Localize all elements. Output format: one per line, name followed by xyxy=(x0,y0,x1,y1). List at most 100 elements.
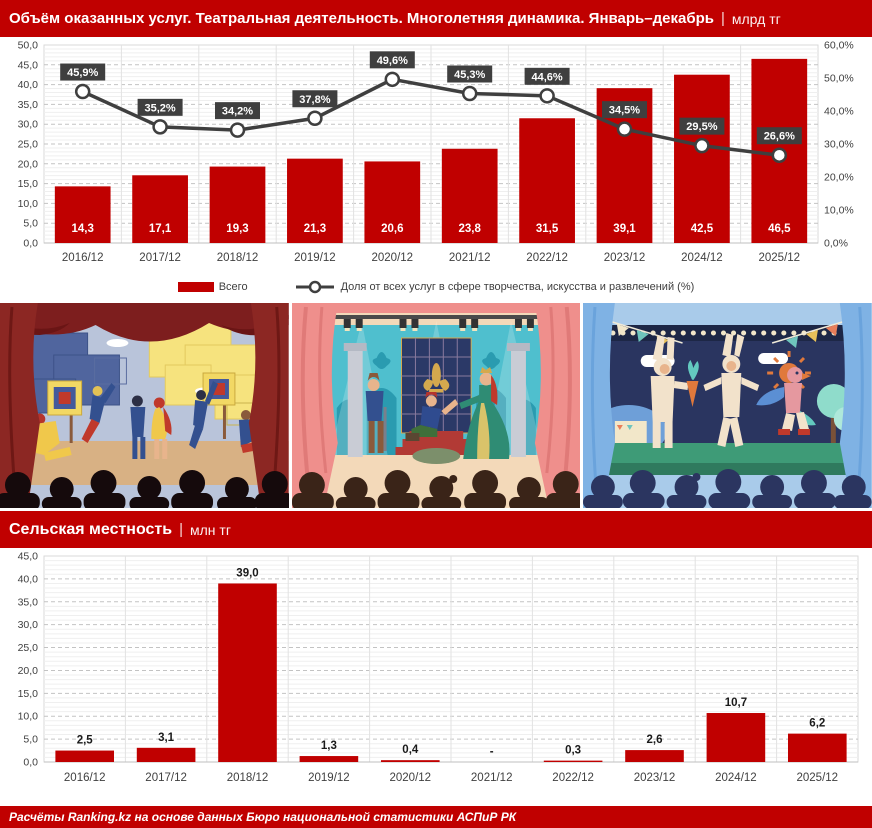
svg-text:35,0: 35,0 xyxy=(18,99,39,111)
section-title-unit: млн тг xyxy=(190,521,231,538)
svg-text:2019/12: 2019/12 xyxy=(308,772,350,784)
svg-text:0,0%: 0,0% xyxy=(824,238,848,250)
svg-text:45,3%: 45,3% xyxy=(454,69,485,81)
svg-text:40,0: 40,0 xyxy=(18,573,39,585)
svg-text:2,5: 2,5 xyxy=(77,735,94,747)
dancers-group xyxy=(34,381,263,461)
svg-text:42,5: 42,5 xyxy=(691,223,714,235)
svg-text:17,1: 17,1 xyxy=(149,223,172,235)
svg-text:15,0: 15,0 xyxy=(18,688,39,700)
svg-text:2021/12: 2021/12 xyxy=(449,252,491,264)
svg-text:0,3: 0,3 xyxy=(565,745,581,757)
rural-chart: 0,0 5,0 10,0 15,0 20,0 25,0 30,0 35,0 40,0 45,0 2,… xyxy=(18,551,859,784)
svg-text:50,0: 50,0 xyxy=(18,40,39,52)
audience-silhouettes xyxy=(0,470,289,508)
svg-text:2016/12: 2016/12 xyxy=(64,772,106,784)
svg-text:20,6: 20,6 xyxy=(381,223,403,235)
svg-text:44,6%: 44,6% xyxy=(531,71,562,83)
svg-text:31,5: 31,5 xyxy=(536,223,559,235)
svg-text:20,0: 20,0 xyxy=(18,158,39,170)
legend-item-share: Доля от всех услуг в сфере творчества, и… xyxy=(294,280,694,294)
svg-text:20,0%: 20,0% xyxy=(824,172,854,184)
svg-text:10,0%: 10,0% xyxy=(824,205,854,217)
legend-label-total: Всего xyxy=(218,281,248,293)
performers-group xyxy=(651,333,817,448)
svg-text:2023/12: 2023/12 xyxy=(604,252,646,264)
svg-text:2018/12: 2018/12 xyxy=(227,772,269,784)
svg-text:34,2%: 34,2% xyxy=(222,106,253,118)
svg-text:5,0: 5,0 xyxy=(23,218,38,230)
section-header-rural: Сельская местность | млн тг xyxy=(0,511,872,548)
svg-text:19,3: 19,3 xyxy=(226,223,248,235)
svg-text:40,0%: 40,0% xyxy=(824,106,854,118)
svg-text:60,0%: 60,0% xyxy=(824,40,854,52)
stage-illustration-royal xyxy=(291,303,581,508)
page-title: Объём оказанных услуг. Театральная деяте… xyxy=(0,0,872,37)
source-note: Расчёты Ranking.kz на основе данных Бюро… xyxy=(0,806,872,828)
svg-text:45,0: 45,0 xyxy=(18,551,39,563)
line-series-marker-icon xyxy=(295,280,334,294)
bar-series-swatch xyxy=(177,282,214,292)
page-title-unit: млрд тг xyxy=(731,10,781,27)
svg-text:10,0: 10,0 xyxy=(18,711,39,723)
svg-text:-: - xyxy=(490,746,494,758)
svg-text:35,2%: 35,2% xyxy=(144,102,175,114)
svg-text:25,0: 25,0 xyxy=(18,642,39,654)
svg-text:0,0: 0,0 xyxy=(23,757,38,769)
svg-text:2017/12: 2017/12 xyxy=(139,252,181,264)
svg-text:2020/12: 2020/12 xyxy=(372,252,414,264)
svg-text:39,0: 39,0 xyxy=(236,567,258,579)
theatre-illustrations-row xyxy=(0,303,872,508)
svg-text:2024/12: 2024/12 xyxy=(681,252,723,264)
svg-text:3,1: 3,1 xyxy=(158,732,175,744)
svg-text:2020/12: 2020/12 xyxy=(390,772,432,784)
svg-text:2022/12: 2022/12 xyxy=(526,252,568,264)
svg-text:30,0: 30,0 xyxy=(18,119,39,131)
svg-text:15,0: 15,0 xyxy=(18,178,39,190)
svg-text:49,6%: 49,6% xyxy=(377,55,408,67)
svg-text:0,4: 0,4 xyxy=(402,744,419,756)
svg-text:30,0: 30,0 xyxy=(18,619,39,631)
stage-illustration-drama xyxy=(0,303,289,508)
svg-text:29,5%: 29,5% xyxy=(686,121,717,133)
services-dynamics-chart: 0,0 5,0 10,0 15,0 20,0 25,0 30,0 35,0 40,0 45,0 50… xyxy=(18,40,854,265)
svg-text:35,0: 35,0 xyxy=(18,596,39,608)
source-note-text: Расчёты Ranking.kz на основе данных Бюро… xyxy=(9,810,517,824)
svg-text:1,3: 1,3 xyxy=(321,740,337,752)
svg-text:14,3: 14,3 xyxy=(72,223,94,235)
title-separator: | xyxy=(720,10,725,27)
rural-chart-wrap: 0,0 5,0 10,0 15,0 20,0 25,0 30,0 35,0 40,0 45,0 2,… xyxy=(0,548,872,797)
audience-silhouettes xyxy=(583,469,872,508)
svg-text:2016/12: 2016/12 xyxy=(62,252,104,264)
svg-text:20,0: 20,0 xyxy=(18,665,39,677)
svg-text:2019/12: 2019/12 xyxy=(294,252,336,264)
svg-text:40,0: 40,0 xyxy=(18,79,39,91)
svg-text:50,0%: 50,0% xyxy=(824,73,854,85)
svg-text:23,8: 23,8 xyxy=(459,223,482,235)
stage-illustration-kids-show xyxy=(583,303,872,508)
svg-text:39,1: 39,1 xyxy=(613,223,636,235)
svg-text:21,3: 21,3 xyxy=(304,223,326,235)
chart-legend: Всего Доля от всех услуг в сфере творчес… xyxy=(0,274,872,300)
legend-item-total: Всего xyxy=(177,281,248,293)
svg-text:2,6: 2,6 xyxy=(647,734,663,746)
actors-group xyxy=(365,367,510,464)
svg-text:10,7: 10,7 xyxy=(725,697,747,709)
section-title-text: Сельская местность xyxy=(9,520,173,538)
svg-text:2025/12: 2025/12 xyxy=(797,772,839,784)
svg-text:6,2: 6,2 xyxy=(809,718,825,730)
svg-text:45,0: 45,0 xyxy=(18,59,39,71)
svg-text:2021/12: 2021/12 xyxy=(471,772,513,784)
svg-text:30,0%: 30,0% xyxy=(824,139,854,151)
audience-silhouettes xyxy=(291,470,581,508)
svg-text:2024/12: 2024/12 xyxy=(715,772,757,784)
svg-text:45,9%: 45,9% xyxy=(67,67,98,79)
svg-text:34,5%: 34,5% xyxy=(609,105,640,117)
page-title-text: Объём оказанных услуг. Театральная деяте… xyxy=(9,10,714,27)
svg-text:46,5: 46,5 xyxy=(768,223,791,235)
svg-text:2025/12: 2025/12 xyxy=(759,252,801,264)
svg-text:2017/12: 2017/12 xyxy=(145,772,187,784)
services-dynamics-chart-wrap: 0,0 5,0 10,0 15,0 20,0 25,0 30,0 35,0 40,0 45,0 50… xyxy=(0,37,872,274)
fleur-de-lis-icon xyxy=(423,363,449,393)
svg-text:37,8%: 37,8% xyxy=(299,94,330,106)
